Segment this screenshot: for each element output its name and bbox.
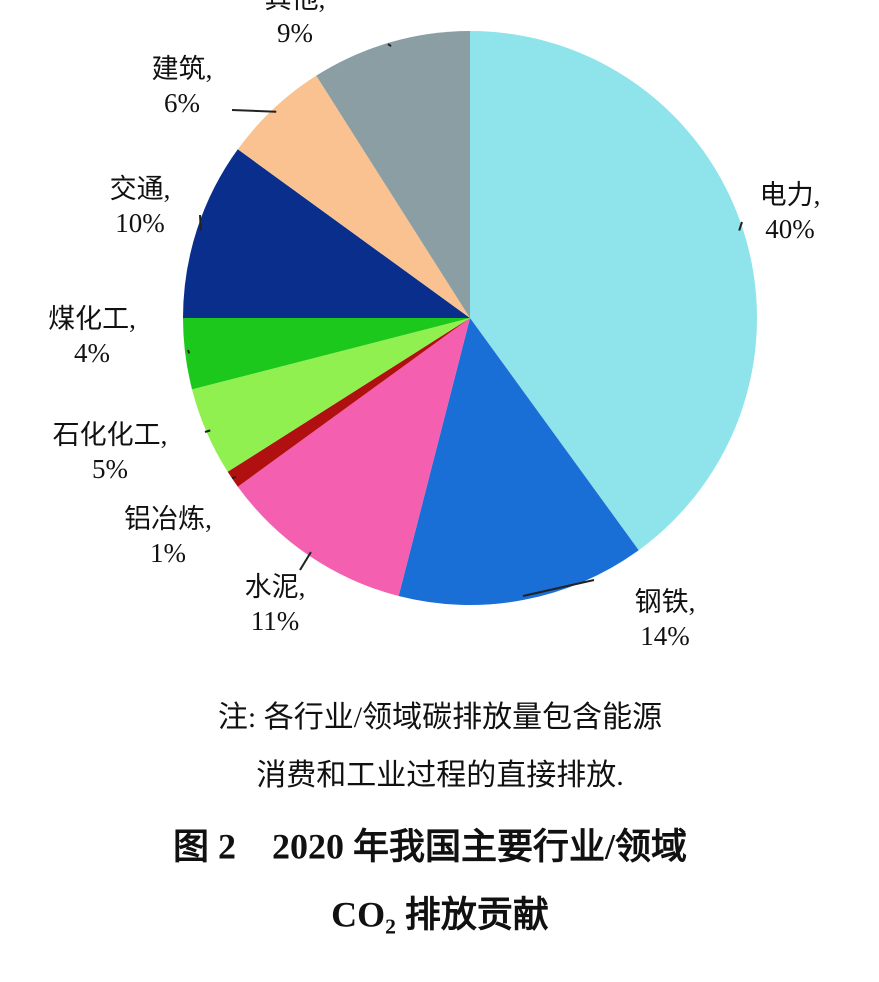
note: 注: 各行业/领域碳排放量包含能源	[218, 701, 662, 734]
slice-label: 煤化工,	[48, 304, 136, 334]
pie-slice	[316, 31, 470, 318]
pie-slice	[227, 318, 470, 487]
leader-line	[231, 476, 237, 479]
leader-line	[522, 579, 595, 597]
slice-value: 9%	[277, 18, 313, 48]
slice-value: 11%	[251, 606, 300, 636]
leader-line	[187, 349, 191, 354]
leader-line	[299, 551, 312, 571]
slice-label: 水泥,	[245, 572, 306, 602]
pie-slice	[192, 318, 470, 472]
note: 消费和工业过程的直接排放.	[256, 759, 624, 792]
slice-label: 建筑,	[152, 54, 213, 84]
slice-value: 4%	[74, 338, 110, 368]
caption: 图 2 2020 年我国主要行业/领域	[173, 826, 687, 866]
leader-line	[387, 43, 392, 48]
slice-value: 10%	[115, 208, 165, 238]
leader-line	[231, 109, 277, 113]
slice-label: 石化化工,	[53, 420, 168, 450]
slice-value: 1%	[150, 538, 186, 568]
slice-label: 电力,	[760, 180, 821, 210]
pie-slice	[470, 31, 757, 551]
caption: CO₂ 排放贡献	[331, 894, 549, 934]
pie-slice	[237, 318, 470, 596]
slice-value: 14%	[640, 621, 690, 651]
slice-value: 40%	[765, 214, 815, 244]
slice-value: 6%	[164, 88, 200, 118]
slice-value: 5%	[92, 454, 128, 484]
slice-label: 其他,	[265, 0, 326, 14]
pie-slice	[237, 75, 470, 318]
slice-label: 铝冶炼,	[124, 504, 212, 534]
slice-label: 钢铁,	[635, 587, 696, 617]
pie-slice	[183, 318, 470, 390]
leader-line	[204, 429, 211, 433]
pie-slice	[398, 318, 639, 605]
leader-line	[738, 221, 743, 231]
leader-line	[199, 214, 202, 231]
slice-label: 交通,	[110, 174, 171, 204]
pie-slice	[183, 149, 470, 318]
